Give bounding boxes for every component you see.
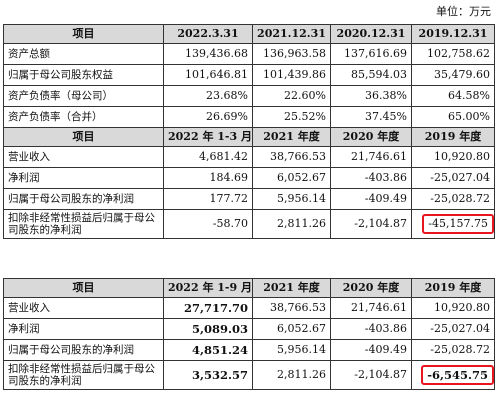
cell-value: 25.52% — [252, 106, 331, 128]
table-row: 归属于母公司股东的净利润 4,851.24 5,956.14 -409.49 -… — [3, 339, 495, 361]
header-cell: 项目 — [3, 127, 164, 147]
table-row: 扣除非经常性损益后归属于母公司股东的净利润 3,532.57 2,811.26 … — [3, 360, 495, 390]
highlighted-cell-value: -6,545.75 — [411, 360, 495, 390]
cell-value: 22.60% — [252, 85, 331, 107]
header-cell: 2021 年度 — [252, 127, 331, 147]
cell-value: 21,746.61 — [330, 297, 412, 319]
cell-value: -58.70 — [163, 209, 253, 239]
highlighted-cell-value: -45,157.75 — [411, 209, 495, 239]
cell-value: 64.58% — [411, 85, 495, 107]
cell-value: 101,439.86 — [252, 64, 331, 86]
cell-value: 26.69% — [163, 106, 253, 128]
cell-value: 10,920.80 — [411, 146, 495, 168]
header-cell: 2022 年 1-3 月 — [163, 127, 253, 147]
row-label: 资产负债率（合并） — [3, 106, 164, 128]
cell-value: 85,594.03 — [330, 64, 412, 86]
cell-value: -25,028.72 — [411, 339, 495, 361]
table-row: 营业收入 27,717.70 38,766.53 21,746.61 10,92… — [3, 297, 495, 319]
row-label: 资产负债率（母公司） — [3, 85, 164, 107]
highlight-box: -45,157.75 — [422, 214, 494, 234]
table-header: 项目 2022 年 1-3 月 2021 年度 2020 年度 2019 年度 — [3, 127, 495, 147]
cell-value: 27,717.70 — [163, 297, 253, 319]
cell-value: 177.72 — [163, 188, 253, 210]
cell-value: 21,746.61 — [330, 146, 412, 168]
header-cell: 2020 年度 — [330, 278, 412, 298]
cell-value: 23.68% — [163, 85, 253, 107]
table-row: 扣除非经常性损益后归属于母公司股东的净利润 -58.70 2,811.26 -2… — [3, 209, 495, 239]
table-row: 净利润 5,089.03 6,052.67 -403.86 -25,027.04 — [3, 318, 495, 340]
cell-value: 37.45% — [330, 106, 412, 128]
row-label: 营业收入 — [3, 297, 164, 319]
cell-value: 3,532.57 — [163, 360, 253, 390]
table-row: 归属于母公司股东权益 101,646.81 101,439.86 85,594.… — [3, 64, 495, 86]
cell-value: 4,681.42 — [163, 146, 253, 168]
cell-value: -409.49 — [330, 339, 412, 361]
row-label: 净利润 — [3, 167, 164, 189]
table-row: 资产负债率（母公司） 23.68% 22.60% 36.38% 64.58% — [3, 85, 495, 107]
header-cell: 2021.12.31 — [252, 24, 331, 44]
unit-label: 单位：万元 — [436, 5, 491, 18]
table-row: 资产负债率（合并） 26.69% 25.52% 37.45% 65.00% — [3, 106, 495, 128]
cell-value: 5,956.14 — [252, 339, 331, 361]
header-cell: 2022 年 1-9 月 — [163, 278, 253, 298]
cell-value: 65.00% — [411, 106, 495, 128]
row-label: 营业收入 — [3, 146, 164, 168]
cell-value: -409.49 — [330, 188, 412, 210]
row-label: 归属于母公司股东权益 — [3, 64, 164, 86]
cell-value: 2,811.26 — [252, 360, 331, 390]
cell-value: 137,616.69 — [330, 43, 412, 65]
header-cell: 2020.12.31 — [330, 24, 412, 44]
cell-value: 4,851.24 — [163, 339, 253, 361]
cell-value: 136,963.58 — [252, 43, 331, 65]
header-cell: 项目 — [3, 278, 164, 298]
financial-table-bottom: 项目 2022 年 1-9 月 2021 年度 2020 年度 2019 年度 … — [3, 278, 495, 390]
row-label: 扣除非经常性损益后归属于母公司股东的净利润 — [3, 360, 164, 390]
header-cell: 2019 年度 — [411, 278, 495, 298]
cell-value: 184.69 — [163, 167, 253, 189]
cell-value: 102,758.62 — [411, 43, 495, 65]
cell-value: 101,646.81 — [163, 64, 253, 86]
header-cell: 2020 年度 — [330, 127, 412, 147]
header-cell: 项目 — [3, 24, 164, 44]
cell-value: -25,027.04 — [411, 318, 495, 340]
cell-value: -403.86 — [330, 167, 412, 189]
row-label: 归属于母公司股东的净利润 — [3, 339, 164, 361]
cell-value: 38,766.53 — [252, 146, 331, 168]
row-label: 净利润 — [3, 318, 164, 340]
table-row: 净利润 184.69 6,052.67 -403.86 -25,027.04 — [3, 167, 495, 189]
header-cell: 2019 年度 — [411, 127, 495, 147]
table-row: 归属于母公司股东的净利润 177.72 5,956.14 -409.49 -25… — [3, 188, 495, 210]
table-row: 营业收入 4,681.42 38,766.53 21,746.61 10,920… — [3, 146, 495, 168]
cell-value: -403.86 — [330, 318, 412, 340]
cell-value: 38,766.53 — [252, 297, 331, 319]
header-cell: 2019.12.31 — [411, 24, 495, 44]
financial-table-top: 项目 2022.3.31 2021.12.31 2020.12.31 2019.… — [3, 24, 495, 239]
cell-value: 6,052.67 — [252, 318, 331, 340]
cell-value: 139,436.68 — [163, 43, 253, 65]
cell-value: -25,027.04 — [411, 167, 495, 189]
header-cell: 2022.3.31 — [163, 24, 253, 44]
cell-value: 6,052.67 — [252, 167, 331, 189]
cell-value: 10,920.80 — [411, 297, 495, 319]
cell-value: 2,811.26 — [252, 209, 331, 239]
row-label: 资产总额 — [3, 43, 164, 65]
table-row: 资产总额 139,436.68 136,963.58 137,616.69 10… — [3, 43, 495, 65]
table-header: 项目 2022.3.31 2021.12.31 2020.12.31 2019.… — [3, 24, 495, 44]
row-label: 扣除非经常性损益后归属于母公司股东的净利润 — [3, 209, 164, 239]
header-cell: 2021 年度 — [252, 278, 331, 298]
cell-value: 5,956.14 — [252, 188, 331, 210]
cell-value: 5,089.03 — [163, 318, 253, 340]
cell-value: -2,104.87 — [330, 209, 412, 239]
table-header: 项目 2022 年 1-9 月 2021 年度 2020 年度 2019 年度 — [3, 278, 495, 298]
cell-value: 36.38% — [330, 85, 412, 107]
row-label: 归属于母公司股东的净利润 — [3, 188, 164, 210]
highlight-box: -6,545.75 — [421, 365, 494, 385]
cell-value: -25,028.72 — [411, 188, 495, 210]
cell-value: 35,479.60 — [411, 64, 495, 86]
cell-value: -2,104.87 — [330, 360, 412, 390]
